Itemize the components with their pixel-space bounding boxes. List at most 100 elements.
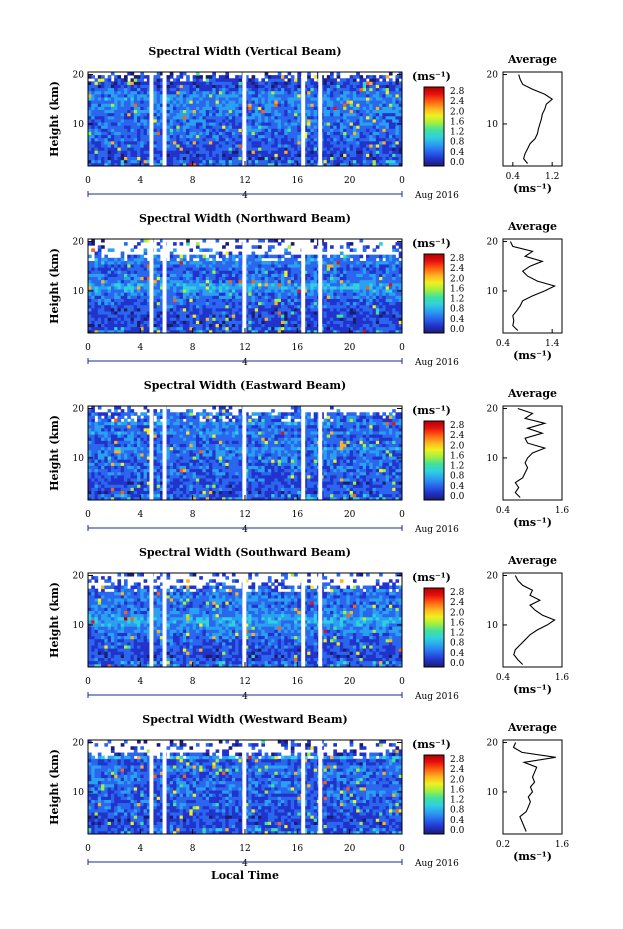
heatmap-cell	[91, 317, 95, 321]
heatmap-cell	[385, 84, 390, 89]
heatmap-cell	[140, 150, 144, 154]
heatmap-cell	[352, 317, 357, 321]
heatmap-cell	[261, 295, 266, 299]
heatmap-cell	[182, 286, 187, 290]
heatmap-cell	[398, 97, 403, 101]
heatmap-cell	[254, 260, 259, 265]
heatmap-cell	[313, 153, 318, 157]
heatmap-cell	[209, 298, 213, 303]
heatmap-cell	[222, 326, 226, 331]
heatmap-cell	[173, 153, 177, 157]
heatmap-cell	[248, 295, 252, 299]
heatmap-cell	[336, 128, 341, 132]
heatmap-cell	[343, 122, 347, 126]
heatmap-cell	[395, 87, 400, 92]
heatmap-cell	[395, 103, 400, 107]
heatmap-cell	[277, 109, 282, 114]
heatmap-cell	[202, 134, 207, 139]
heatmap-cell	[137, 311, 141, 315]
heatmap-cells	[88, 239, 403, 334]
heatmap-cell	[182, 264, 187, 268]
heatmap-cell	[248, 323, 252, 328]
heatmap-cell	[179, 131, 184, 136]
heatmap-cell	[346, 81, 351, 85]
heatmap-cell	[173, 270, 177, 274]
heatmap-cell	[310, 119, 315, 123]
heatmap-cell	[349, 150, 354, 154]
heatmap-cell	[313, 270, 318, 274]
heatmap-cell	[195, 147, 200, 151]
heatmap-cell	[336, 295, 341, 299]
heatmap-cell	[91, 150, 95, 154]
heatmap-cell	[258, 323, 262, 328]
heatmap-cell	[215, 320, 220, 324]
heatmap-cell	[251, 147, 256, 151]
heatmap-cell	[140, 320, 144, 324]
heatmap-cell	[107, 87, 112, 92]
heatmap-cell	[205, 93, 210, 98]
heatmap-cell	[88, 112, 92, 117]
heatmap-cell	[140, 128, 144, 132]
heatmap-cell	[366, 128, 370, 132]
heatmap-cell	[182, 273, 187, 277]
heatmap-cell	[294, 87, 298, 92]
heatmap-cell	[307, 72, 311, 76]
heatmap-cell	[159, 125, 164, 129]
heatmap-cell	[189, 314, 194, 318]
heatmap-cell	[326, 323, 331, 328]
heatmap-cell	[97, 150, 102, 154]
heatmap-cell	[284, 122, 288, 126]
heatmap-cell	[297, 153, 301, 157]
heatmap-cell	[153, 115, 158, 120]
heatmap-cell	[261, 97, 266, 101]
heatmap-cell	[127, 282, 131, 287]
heatmap-cell	[140, 78, 144, 82]
heatmap-cell	[267, 144, 272, 148]
heatmap-cell	[156, 87, 161, 92]
heatmap-cell	[137, 323, 141, 328]
heatmap-cell	[310, 273, 315, 277]
heatmap-cell	[202, 125, 207, 129]
heatmap-cell	[228, 109, 233, 114]
heatmap-cell	[290, 131, 295, 136]
heatmap-cell	[228, 289, 233, 293]
heatmap-cell	[349, 153, 354, 157]
heatmap-cell	[228, 97, 233, 101]
heatmap-cell	[173, 78, 177, 82]
heatmap-cell	[107, 97, 112, 101]
heatmap-cell	[91, 289, 95, 293]
heatmap-cell	[146, 84, 151, 89]
heatmap-cell	[137, 298, 141, 303]
heatmap-cell	[209, 125, 213, 129]
heatmap-cell	[392, 100, 396, 104]
heatmap-cell	[261, 144, 266, 148]
heatmap-cell	[290, 144, 295, 148]
heatmap-cell	[199, 90, 203, 95]
heatmap-cell	[294, 298, 298, 303]
heatmap-cell	[290, 147, 295, 151]
heatmap-cell	[330, 125, 334, 129]
heatmap-cell	[218, 295, 223, 299]
heatmap-cell	[284, 131, 288, 136]
heatmap-cell	[156, 273, 161, 277]
heatmap-cell	[127, 260, 131, 265]
heatmap-cell	[153, 267, 158, 271]
heatmap-cell	[192, 119, 197, 123]
heatmap-cell	[176, 320, 180, 324]
heatmap-cell	[251, 93, 256, 98]
heatmap-cell	[372, 75, 377, 79]
heatmap-cell	[287, 320, 292, 324]
heatmap-cell	[159, 286, 164, 290]
heatmap-cell	[372, 103, 377, 107]
heatmap-cell	[235, 162, 239, 167]
heatmap-cell	[362, 109, 367, 114]
heatmap-cell	[222, 267, 226, 271]
heatmap-cell	[379, 317, 383, 321]
data-gap	[318, 72, 323, 166]
heatmap-cell	[284, 93, 288, 98]
heatmap-cell	[372, 162, 377, 167]
heatmap-cell	[182, 260, 187, 265]
heatmap-cell	[186, 326, 190, 331]
heatmap-cell	[153, 314, 158, 318]
heatmap-cell	[267, 304, 272, 309]
